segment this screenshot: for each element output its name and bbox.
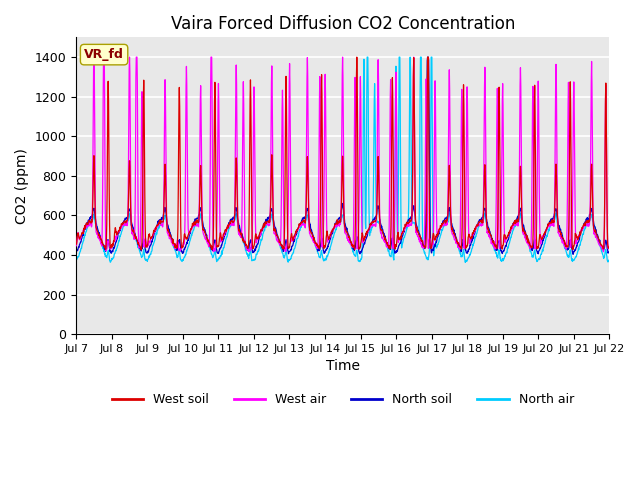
West soil [299, 218, 307, 224]
West soil [72, 241, 80, 247]
West soil [138, 247, 145, 253]
Title: Vaira Forced Diffusion CO2 Concentration: Vaira Forced Diffusion CO2 Concentration [171, 15, 515, 33]
West soil [319, 237, 327, 242]
West air [136, 243, 143, 249]
North air [113, 243, 121, 249]
North soil [113, 236, 121, 241]
North air [364, 54, 371, 60]
North air [605, 257, 613, 263]
Line: West soil: West soil [76, 57, 609, 250]
North soil [569, 252, 577, 257]
North air [298, 221, 306, 227]
North soil [310, 234, 317, 240]
North soil [376, 216, 383, 222]
North soil [135, 243, 143, 249]
West air [299, 220, 307, 226]
West air [310, 240, 317, 245]
West soil [310, 237, 317, 243]
North soil [298, 216, 306, 222]
West air [600, 249, 607, 254]
West air [605, 243, 613, 249]
West air [319, 227, 327, 233]
Legend: West soil, West air, North soil, North air: West soil, West air, North soil, North a… [107, 388, 579, 411]
Line: West air: West air [76, 57, 609, 252]
North soil [72, 248, 80, 254]
West air [376, 223, 384, 228]
North soil [424, 54, 431, 60]
North air [319, 256, 327, 262]
West air [114, 229, 122, 235]
West soil [376, 225, 384, 231]
West soil [353, 54, 361, 60]
X-axis label: Time: Time [326, 360, 360, 373]
Text: VR_fd: VR_fd [84, 48, 124, 61]
North air [310, 236, 317, 242]
North air [135, 247, 143, 252]
North soil [319, 245, 327, 251]
West soil [135, 242, 143, 248]
Y-axis label: CO2 (ppm): CO2 (ppm) [15, 148, 29, 224]
West soil [605, 244, 613, 250]
West air [90, 54, 98, 60]
West soil [113, 230, 121, 236]
North air [376, 222, 384, 228]
North soil [605, 250, 613, 255]
North air [461, 260, 469, 265]
Line: North soil: North soil [76, 57, 609, 254]
Line: North air: North air [76, 57, 609, 263]
North air [72, 256, 80, 262]
West air [72, 243, 80, 249]
